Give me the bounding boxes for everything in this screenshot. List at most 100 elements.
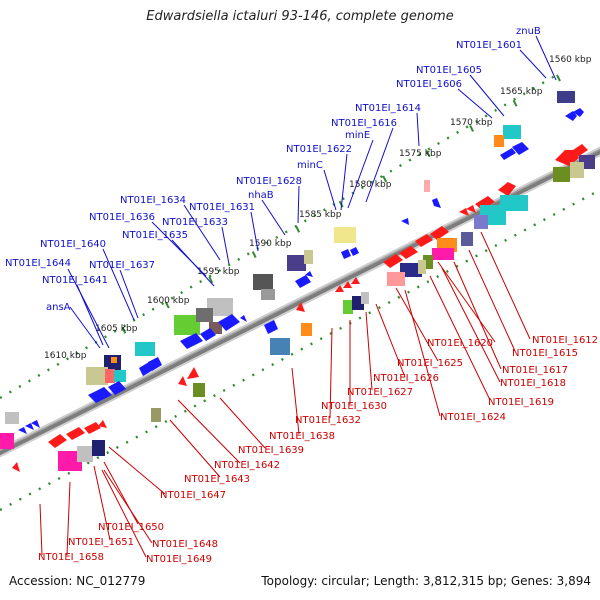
cds-feature bbox=[415, 234, 433, 247]
accession-text: Accession: NC_012779 bbox=[9, 574, 146, 588]
reverse-feature-track bbox=[0, 144, 595, 472]
gene-label: znuB bbox=[516, 26, 541, 37]
cds-feature bbox=[92, 440, 105, 456]
cds-feature bbox=[178, 376, 187, 386]
position-tick bbox=[469, 125, 474, 132]
cds-feature bbox=[240, 315, 247, 322]
position-tick bbox=[382, 175, 388, 183]
cds-feature bbox=[400, 263, 422, 277]
position-label: 1565 kbp bbox=[500, 87, 543, 97]
cds-feature bbox=[253, 274, 273, 290]
cds-feature bbox=[430, 226, 449, 240]
cds-feature bbox=[305, 271, 313, 277]
cds-feature bbox=[466, 205, 476, 213]
cds-feature bbox=[500, 195, 528, 211]
gene-label: NT01EI_1642 bbox=[214, 460, 280, 471]
cds-feature bbox=[5, 412, 19, 424]
cds-feature bbox=[111, 357, 117, 363]
gene-label: NT01EI_1622 bbox=[286, 144, 352, 155]
cds-feature bbox=[98, 420, 107, 428]
position-label: 1600 kbp bbox=[147, 296, 190, 306]
gene-label: NT01EI_1649 bbox=[146, 554, 212, 565]
cds-feature bbox=[48, 434, 67, 448]
gene-label: NT01EI_1620 bbox=[427, 338, 493, 349]
cds-feature bbox=[570, 144, 588, 158]
cds-feature bbox=[31, 420, 40, 428]
position-tick bbox=[425, 150, 431, 158]
cds-feature bbox=[399, 246, 418, 259]
position-tick bbox=[556, 74, 561, 82]
cds-feature bbox=[18, 427, 27, 434]
gene-label: NT01EI_1631 bbox=[189, 202, 255, 213]
cds-feature bbox=[570, 162, 584, 178]
gene-label: NT01EI_1636 bbox=[89, 212, 155, 223]
gene-label: nhaB bbox=[248, 190, 274, 201]
cds-feature bbox=[114, 370, 126, 382]
cds-feature bbox=[334, 227, 356, 243]
outer-track bbox=[0, 71, 561, 400]
cds-feature bbox=[66, 427, 85, 440]
cds-feature bbox=[84, 422, 101, 434]
position-label: 1575 kbp bbox=[399, 149, 442, 159]
position-tick bbox=[251, 251, 257, 259]
cds-feature bbox=[301, 323, 312, 336]
cds-feature bbox=[58, 451, 82, 471]
cds-feature bbox=[424, 180, 430, 192]
cds-feature bbox=[12, 462, 20, 472]
cds-feature bbox=[498, 182, 516, 196]
gene-label: minE bbox=[345, 130, 370, 141]
gene-label: NT01EI_1624 bbox=[440, 412, 506, 423]
gene-label: NT01EI_1637 bbox=[89, 260, 155, 271]
gene-label: NT01EI_1614 bbox=[355, 103, 421, 114]
cds-feature bbox=[503, 125, 521, 139]
position-tick bbox=[121, 326, 127, 334]
cds-feature bbox=[565, 111, 577, 121]
gene-label: NT01EI_1628 bbox=[236, 176, 302, 187]
cds-feature bbox=[0, 433, 14, 449]
cds-feature bbox=[494, 135, 504, 147]
cds-feature bbox=[261, 289, 275, 300]
cds-feature bbox=[459, 208, 469, 216]
cds-feature bbox=[135, 342, 155, 356]
position-label: 1595 kbp bbox=[197, 267, 240, 277]
gene-label: NT01EI_1625 bbox=[397, 358, 463, 369]
cds-feature bbox=[432, 198, 441, 208]
position-label: 1560 kbp bbox=[549, 55, 592, 65]
cds-feature bbox=[25, 423, 34, 430]
position-label: 1590 kbp bbox=[249, 239, 292, 249]
gene-label: NT01EI_1618 bbox=[500, 378, 566, 389]
cds-feature bbox=[461, 232, 473, 246]
position-label: 1585 kbp bbox=[299, 210, 342, 220]
gene-label: minC bbox=[297, 160, 323, 171]
cds-feature bbox=[553, 167, 570, 182]
cds-feature bbox=[343, 300, 353, 314]
cds-feature bbox=[432, 248, 454, 260]
cds-feature bbox=[77, 446, 93, 462]
gene-label: NT01EI_1627 bbox=[347, 387, 413, 398]
gene-label: NT01EI_1619 bbox=[488, 397, 554, 408]
position-labels: 1560 kbp 1565 kbp 1570 kbp 1575 kbp 1580… bbox=[44, 55, 592, 361]
cds-feature bbox=[180, 333, 203, 349]
gene-label: NT01EI_1644 bbox=[5, 258, 71, 269]
cds-feature bbox=[383, 254, 403, 268]
forward-feature-track bbox=[0, 91, 584, 444]
position-label: 1605 kbp bbox=[95, 324, 138, 334]
cds-feature bbox=[270, 338, 290, 355]
gene-label: NT01EI_1648 bbox=[152, 539, 218, 550]
gene-label: NT01EI_1641 bbox=[42, 275, 108, 286]
position-tick bbox=[208, 276, 214, 284]
gene-label: NT01EI_1630 bbox=[321, 401, 387, 412]
cds-feature bbox=[343, 281, 352, 288]
cds-feature bbox=[105, 369, 115, 383]
gene-label: NT01EI_1626 bbox=[373, 373, 439, 384]
reverse-callout-lines bbox=[39, 231, 531, 558]
cds-feature bbox=[573, 108, 584, 117]
cds-feature bbox=[295, 275, 311, 288]
cds-feature bbox=[264, 320, 278, 334]
cds-feature bbox=[341, 249, 351, 259]
cds-feature bbox=[512, 142, 529, 155]
cds-feature bbox=[207, 298, 233, 316]
gene-label: NT01EI_1650 bbox=[98, 522, 164, 533]
map-title: Edwardsiella ictaluri 93-146, complete g… bbox=[146, 9, 454, 24]
position-tick bbox=[512, 99, 518, 107]
